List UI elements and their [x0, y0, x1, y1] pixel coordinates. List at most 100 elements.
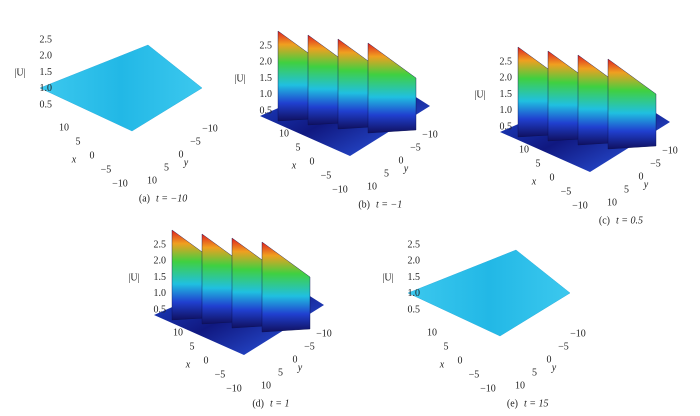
y-tick-label: −10: [422, 129, 438, 140]
y-tick-label: 10: [261, 380, 271, 391]
x-tick-label: −10: [112, 178, 128, 189]
x-tick-label: −10: [226, 383, 242, 394]
z-axis-label: |U|: [234, 73, 245, 84]
x-tick-label: −10: [480, 383, 496, 394]
z-tick-label: 2.5: [408, 239, 421, 250]
y-tick-label: −10: [570, 328, 586, 339]
z-tick-label: 2.0: [500, 73, 513, 84]
z-tick-label: 2.5: [500, 56, 513, 67]
x-tick-label: 5: [444, 341, 449, 352]
z-tick-label: 1.5: [260, 73, 273, 84]
y-tick-label: 0: [547, 354, 552, 365]
z-tick-label: 2.0: [154, 256, 167, 267]
z-tick-label: 1.0: [408, 288, 421, 299]
y-tick-label: 5: [532, 367, 537, 378]
caption-label: (d): [252, 398, 264, 409]
z-tick-label: 1.0: [500, 105, 513, 116]
z-tick-label: 2.5: [40, 34, 53, 45]
z-axis-label: |U|: [382, 272, 393, 283]
y-tick-label: 10: [147, 175, 157, 186]
x-tick-label: 5: [76, 136, 81, 147]
surface-ridge: [261, 241, 311, 333]
surface-ridge: [367, 42, 417, 134]
y-tick-label: 0: [399, 155, 404, 166]
z-tick-label: 0.5: [408, 304, 421, 315]
caption: t = 1: [270, 398, 290, 409]
z-axis-label: |U|: [14, 67, 25, 78]
z-tick-label: 0.5: [40, 99, 53, 110]
surface: [407, 249, 571, 337]
x-axis-label: x: [185, 359, 191, 370]
y-tick-label: −10: [662, 145, 678, 156]
z-tick-label: 0.5: [154, 304, 167, 315]
y-tick-label: −10: [202, 123, 218, 134]
z-axis-label: |U|: [474, 89, 485, 100]
z-tick-label: 2.0: [40, 51, 53, 62]
caption-label: (c): [599, 215, 610, 226]
caption-label: (e): [507, 398, 518, 409]
y-tick-label: 5: [384, 168, 389, 179]
x-tick-label: 10: [173, 327, 183, 338]
surface-ridge: [607, 58, 657, 150]
y-axis-label: y: [183, 157, 189, 168]
x-tick-label: 10: [59, 122, 69, 133]
y-tick-label: −5: [304, 341, 315, 352]
y-tick-label: −5: [190, 136, 201, 147]
x-tick-label: −5: [215, 369, 226, 380]
y-tick-label: −5: [558, 341, 569, 352]
y-tick-label: 0: [639, 171, 644, 182]
panel: 2.52.01.51.00.5|U|1050−5−10x−10−50510y(a…: [14, 34, 217, 204]
z-tick-label: 1.5: [40, 67, 53, 78]
x-tick-label: 0: [204, 355, 209, 366]
z-tick-label: 1.5: [500, 89, 513, 100]
caption: t = 0.5: [616, 215, 643, 226]
panel: 2.52.01.51.00.5|U|1050−5−10x−10−50510y(d…: [128, 229, 332, 409]
z-tick-label: 2.5: [260, 40, 273, 51]
panel: 2.52.01.51.00.5|U|1050−5−10x−10−50510y(b…: [234, 30, 438, 210]
y-tick-label: 5: [278, 367, 283, 378]
y-tick-label: 5: [624, 184, 629, 195]
x-axis-label: x: [71, 154, 77, 165]
x-axis-label: x: [291, 160, 297, 171]
x-tick-label: 0: [550, 172, 555, 183]
x-tick-label: −5: [321, 170, 332, 181]
x-tick-label: 5: [190, 341, 195, 352]
surface: [39, 44, 203, 132]
x-tick-label: 5: [536, 158, 541, 169]
x-tick-label: 10: [519, 144, 529, 155]
x-tick-label: −10: [332, 184, 348, 195]
y-axis-label: y: [551, 362, 557, 373]
x-tick-label: 0: [310, 156, 315, 167]
y-axis-label: y: [297, 362, 303, 373]
z-tick-label: 0.5: [260, 105, 273, 116]
caption: t = −10: [156, 193, 187, 204]
x-tick-label: −5: [561, 186, 572, 197]
z-axis-label: |U|: [128, 272, 139, 283]
x-tick-label: −5: [469, 369, 480, 380]
caption-label: (b): [358, 199, 370, 210]
y-tick-label: 0: [179, 149, 184, 160]
x-tick-label: 0: [458, 355, 463, 366]
y-axis-label: y: [643, 179, 649, 190]
x-tick-label: 10: [279, 128, 289, 139]
panel: 2.52.01.51.00.5|U|1050−5−10x−10−50510y(e…: [382, 239, 585, 409]
y-tick-label: −5: [410, 142, 421, 153]
z-tick-label: 2.5: [154, 239, 167, 250]
z-tick-label: 1.0: [260, 89, 273, 100]
x-tick-label: −5: [101, 164, 112, 175]
x-tick-label: 10: [427, 327, 437, 338]
x-axis-label: x: [439, 359, 445, 370]
y-tick-label: 0: [293, 354, 298, 365]
z-tick-label: 2.0: [260, 57, 273, 68]
caption: t = −1: [376, 199, 402, 210]
z-tick-label: 0.5: [500, 121, 513, 132]
caption-label: (a): [139, 193, 150, 204]
z-tick-label: 2.0: [408, 256, 421, 267]
z-tick-label: 1.0: [40, 83, 53, 94]
y-tick-label: −10: [316, 328, 332, 339]
y-axis-label: y: [403, 163, 409, 174]
y-tick-label: −5: [650, 158, 661, 169]
x-axis-label: x: [531, 176, 537, 187]
y-tick-label: 10: [367, 181, 377, 192]
